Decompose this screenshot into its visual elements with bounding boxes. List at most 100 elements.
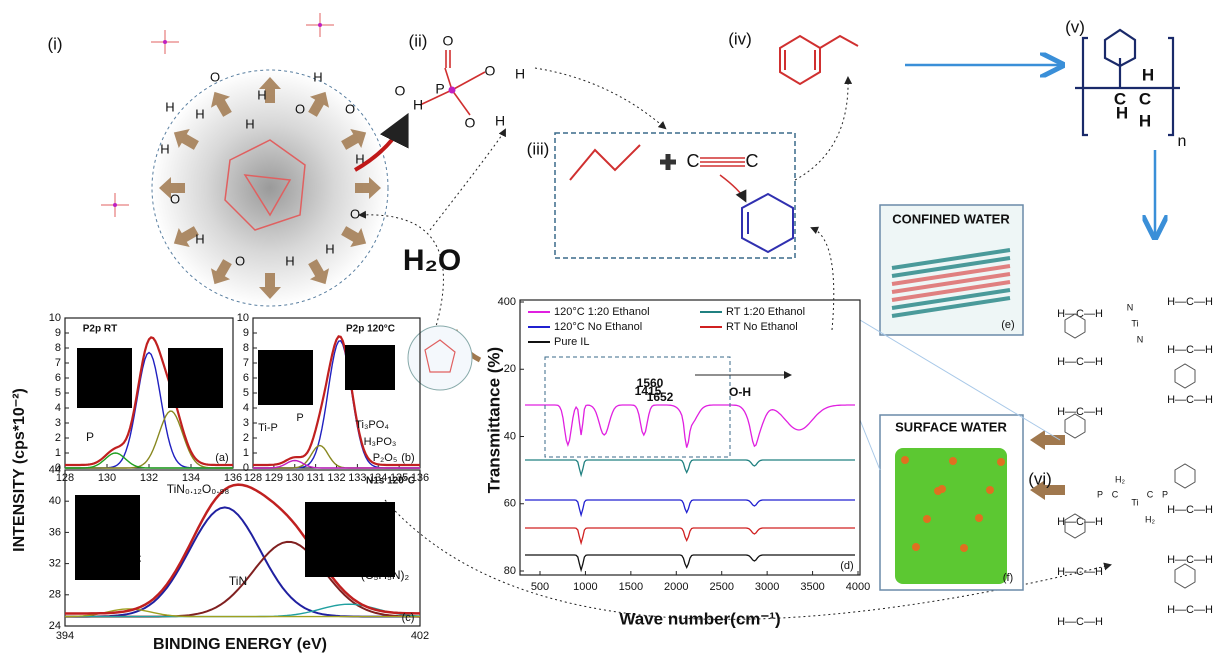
panel-letter: (e) (1001, 319, 1014, 331)
panel-letter: (d) (840, 560, 853, 572)
atom-label: O (443, 33, 454, 49)
y-tick-label: 0 (243, 462, 249, 474)
panel-label: (iv) (728, 29, 752, 48)
peak-label: TiN₀.₁₂O₀.₉₈ (167, 482, 230, 496)
atom-label: H (285, 253, 294, 268)
spectrum (525, 555, 855, 570)
x-tick-label: 2500 (709, 581, 733, 593)
panel-letter: (f) (1003, 572, 1013, 584)
atom-label: O (465, 115, 476, 131)
decor (163, 40, 167, 44)
peak-label: TiN (229, 574, 247, 588)
atom-label: H (325, 241, 334, 256)
atom-label: O (395, 83, 406, 99)
x-tick-label: 500 (531, 581, 549, 593)
decor (113, 203, 117, 207)
y-tick-label: 7 (55, 357, 61, 369)
inset-title: SURFACE WATER (895, 419, 1007, 434)
group-label: H—C—H (1167, 554, 1213, 566)
decor (430, 130, 505, 230)
atom-label: C (746, 151, 759, 171)
panel-label: (i) (47, 34, 62, 53)
x-tick-label: 130 (98, 472, 116, 484)
y-tick-label: 3 (243, 417, 249, 429)
x-tick-label: 3500 (800, 581, 824, 593)
core-label: H₂ (1145, 514, 1155, 524)
x-tick-label: 402 (411, 630, 429, 642)
panel-label: (vi) (1028, 469, 1052, 488)
decor (420, 50, 485, 115)
y-tick-label: 40 (504, 430, 516, 442)
peak-label: Ti-P (258, 422, 278, 434)
group-label: H—C—H (1057, 356, 1103, 368)
peak-label: P (296, 412, 303, 424)
y-tick-label: 44 (49, 464, 61, 476)
y-tick-label: 6 (243, 372, 249, 384)
atom-label: H (1139, 111, 1151, 130)
core-label: N (1127, 302, 1134, 312)
decor (570, 145, 640, 180)
water-label: H₂O (403, 244, 461, 277)
decor (318, 23, 322, 27)
y-tick-label: 3 (55, 417, 61, 429)
decor (960, 544, 968, 552)
atom-label: H (257, 87, 266, 102)
spectrum (525, 460, 855, 475)
y-tick-label: 40 (49, 495, 61, 507)
x-tick-label: 133 (348, 472, 366, 484)
core-label: Ti (1131, 497, 1138, 507)
decor (860, 420, 880, 470)
y-axis-label: Transmittance (%) (484, 347, 503, 493)
peak-annotation: O-H (729, 385, 751, 399)
x-tick-label: 132 (140, 472, 158, 484)
legend-label: RT 1:20 Ethanol (726, 306, 805, 318)
y-tick-label: 8 (55, 342, 61, 354)
group-label: H—C—H (1167, 394, 1213, 406)
y-tick-label: 24 (49, 620, 61, 632)
x-tick-label: 2000 (664, 581, 688, 593)
y-tick-label: 80 (504, 565, 516, 577)
y-tick-label: 1 (243, 447, 249, 459)
atom-label: H (195, 106, 204, 121)
x-tick-label: 131 (306, 472, 324, 484)
y-tick-label: 10 (237, 312, 249, 324)
group-label: H—C—H (1057, 566, 1103, 578)
legend-label: RT No Ethanol (726, 321, 798, 333)
atom-label: O (210, 69, 220, 84)
molecule-image (345, 345, 395, 390)
peak-annotation: 1560 (637, 376, 664, 390)
y-tick-label: 5 (243, 387, 249, 399)
decor (934, 487, 942, 495)
core-label: C (1112, 489, 1119, 499)
lattice (895, 448, 1007, 584)
group-label: H—C—H (1057, 308, 1103, 320)
atom-label: H (413, 97, 423, 113)
y-tick-label: 4 (55, 402, 61, 414)
decor (997, 458, 1005, 466)
atom-label: H (515, 66, 525, 82)
group-label: H—C—H (1167, 344, 1213, 356)
highlight-box (545, 357, 730, 457)
peak-label: P (86, 430, 94, 444)
x-tick-label: 132 (327, 472, 345, 484)
group-label: H—C—H (1167, 504, 1213, 516)
decor (901, 456, 909, 464)
x-axis-label: BINDING ENERGY (eV) (153, 636, 327, 653)
atom-label: O (345, 101, 355, 116)
core-label: Ti (1131, 318, 1138, 328)
decor (1175, 364, 1195, 388)
peak-annotation: 1652 (647, 390, 674, 404)
decor (795, 78, 848, 180)
atom-label: O (295, 101, 305, 116)
decor (1175, 464, 1195, 488)
y-tick-label: 20 (504, 363, 516, 375)
atom-label: H (160, 141, 169, 156)
x-tick-label: 129 (265, 472, 283, 484)
figure: HOHHOHOHHOHOHHOHOHOPOHOHCCHCCHHnH—C—HH—C… (0, 0, 1218, 656)
group-label: H—C—H (1057, 616, 1103, 628)
x-tick-label: 4000 (846, 581, 870, 593)
y-tick-label: 9 (243, 327, 249, 339)
decor (949, 457, 957, 465)
decor (780, 36, 858, 84)
peak-label: H₃PO₃ (364, 436, 397, 448)
